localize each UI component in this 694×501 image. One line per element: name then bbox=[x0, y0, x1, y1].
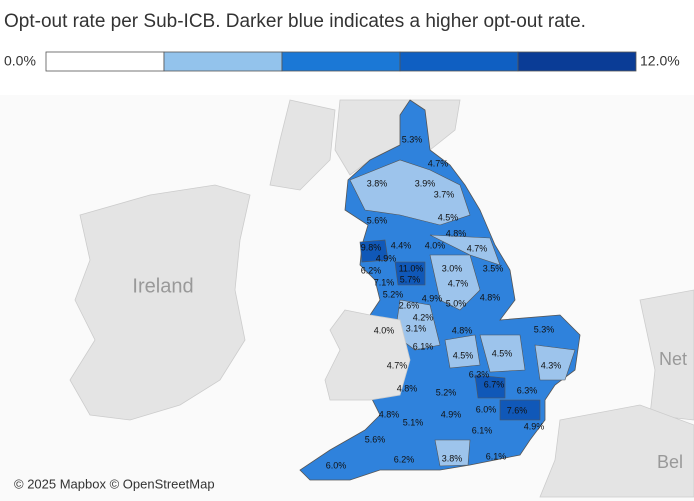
place-labels: Ireland Net Bel bbox=[132, 275, 687, 471]
region-label: 4.3% bbox=[541, 360, 562, 370]
region-label: 3.9% bbox=[415, 178, 436, 188]
region-label: 4.2% bbox=[413, 312, 434, 322]
region-label: 6.7% bbox=[484, 379, 505, 389]
region-label: 4.5% bbox=[453, 350, 474, 360]
region-label: 4.9% bbox=[441, 409, 462, 419]
region-label: 4.4% bbox=[391, 240, 412, 250]
region-label: 11.0% bbox=[399, 263, 424, 273]
place-label: Net bbox=[659, 349, 687, 369]
region-dark bbox=[394, 261, 426, 286]
region-light bbox=[349, 159, 471, 226]
region-label: 3.8% bbox=[442, 453, 463, 463]
legend-bin bbox=[399, 51, 519, 72]
region-label: 7.6% bbox=[507, 405, 528, 415]
region-label: 5.6% bbox=[367, 215, 388, 225]
region-dark bbox=[359, 239, 389, 263]
legend-bin bbox=[45, 51, 165, 72]
region-label: 4.9% bbox=[422, 293, 443, 303]
region-label: 5.2% bbox=[383, 289, 404, 299]
region-label: 6.3% bbox=[469, 369, 490, 379]
region-light bbox=[434, 439, 471, 467]
region-label: 3.7% bbox=[434, 189, 455, 199]
region-label: 3.5% bbox=[483, 263, 504, 273]
region-label: 6.0% bbox=[476, 404, 497, 414]
region-label: 4.8% bbox=[452, 325, 473, 335]
region-light bbox=[444, 334, 481, 369]
place-label: Ireland bbox=[132, 275, 193, 297]
region-label: 5.3% bbox=[534, 324, 555, 334]
legend-bin bbox=[517, 51, 637, 72]
region-label: 6.1% bbox=[472, 425, 493, 435]
region-label: 6.2% bbox=[394, 454, 415, 464]
region-light bbox=[429, 234, 501, 266]
region-label: 3.8% bbox=[367, 178, 388, 188]
region-label: 5.0% bbox=[446, 298, 467, 308]
legend-bin bbox=[163, 51, 283, 72]
legend-max: 12.0% bbox=[640, 53, 680, 69]
basemap bbox=[0, 95, 694, 501]
legend-bin bbox=[281, 51, 401, 72]
scotland-west bbox=[269, 99, 336, 191]
ireland bbox=[69, 184, 251, 421]
region-label: 7.1% bbox=[374, 277, 395, 287]
region-label: 6.3% bbox=[517, 385, 538, 395]
region-label: 2.6% bbox=[399, 300, 420, 310]
region-label: 6.2% bbox=[361, 265, 382, 275]
region-label: 4.8% bbox=[446, 228, 467, 238]
region-label: 4.5% bbox=[438, 212, 459, 222]
region-label: 4.9% bbox=[524, 421, 545, 431]
region-label: 6.1% bbox=[413, 341, 434, 351]
region-label: 3.0% bbox=[442, 263, 463, 273]
legend-min: 0.0% bbox=[4, 53, 36, 69]
region-label: 4.9% bbox=[376, 253, 397, 263]
region-label: 9.8% bbox=[361, 242, 382, 252]
region-label: 4.7% bbox=[428, 158, 449, 168]
region-label: 5.7% bbox=[400, 274, 421, 284]
region-label: 6.1% bbox=[486, 451, 507, 461]
region-label: 4.7% bbox=[387, 360, 408, 370]
region-label: 4.8% bbox=[379, 409, 400, 419]
region-dark bbox=[474, 374, 506, 399]
region-label: 4.0% bbox=[425, 240, 446, 250]
region-label: 6.0% bbox=[326, 460, 347, 470]
attribution: © 2025 Mapbox © OpenStreetMap bbox=[14, 476, 215, 491]
region-label: 4.5% bbox=[492, 348, 513, 358]
region-labels: 5.3% 4.7% 3.8% 3.9%3.7% 4.5% 5.6% 4.8% 9.8% 4.4%… bbox=[326, 134, 562, 470]
region-light bbox=[479, 334, 526, 373]
region-label: 5.1% bbox=[403, 417, 424, 427]
region-label: 5.2% bbox=[436, 387, 457, 397]
region-light bbox=[534, 344, 576, 381]
region-label: 4.8% bbox=[397, 383, 418, 393]
france bbox=[539, 404, 694, 498]
region-label: 4.8% bbox=[480, 292, 501, 302]
region-dark bbox=[499, 399, 541, 421]
region-label: 4.7% bbox=[448, 278, 469, 288]
region-label: 5.6% bbox=[365, 434, 386, 444]
title: Opt-out rate per Sub-ICB. Darker blue in… bbox=[4, 11, 586, 32]
region-label: 4.0% bbox=[374, 325, 395, 335]
region-light bbox=[429, 254, 481, 311]
place-label: Bel bbox=[657, 452, 683, 472]
region-label: 3.1% bbox=[406, 323, 427, 333]
wales bbox=[324, 309, 411, 401]
region-label: 4.7% bbox=[467, 243, 488, 253]
region-label: 5.3% bbox=[402, 134, 423, 144]
legend bbox=[45, 51, 637, 72]
